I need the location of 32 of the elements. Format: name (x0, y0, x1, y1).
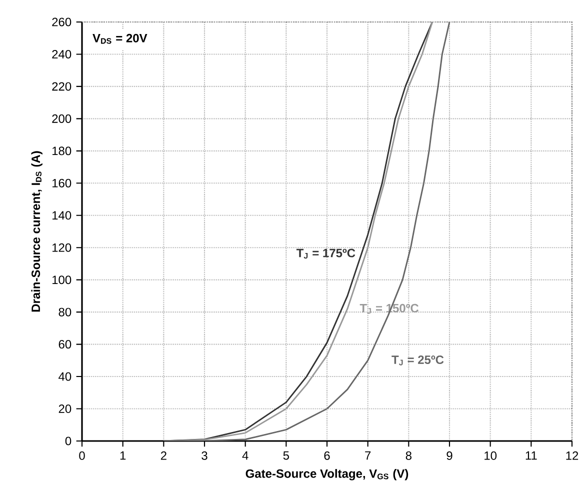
y-tick-label: 160 (52, 178, 72, 188)
y-axis-title: Drain-Source current, I$_{DS}$ (A) (31, 151, 42, 312)
y-tick-label: 0 (65, 436, 72, 446)
x-tick-label: 3 (202, 451, 208, 460)
y-tick-label: 180 (52, 146, 72, 156)
y-tick-label: 220 (52, 82, 72, 91)
y-tick-label: 260 (52, 18, 72, 26)
x-tick-label: 12 (566, 451, 578, 460)
y-tick-label: 200 (52, 114, 72, 123)
x-tick-label: 2 (160, 451, 166, 460)
x-tick-label: 9 (446, 451, 452, 460)
x-tick-label: 11 (526, 451, 537, 460)
y-tick-label: 60 (58, 340, 72, 349)
y-tick-label: 100 (52, 276, 72, 284)
x-tick-label: 1 (120, 451, 126, 460)
y-tick-label: 120 (52, 243, 72, 252)
x-tick-label: 4 (242, 451, 248, 460)
series-label: T$_{J}$ = 175ºC (296, 248, 356, 259)
annotation: V$_{DS}$ = 20V (92, 34, 148, 44)
y-tick-label: 40 (58, 372, 72, 381)
series-label: T$_{J}$ = 25ºC (392, 355, 444, 366)
x-tick-label: 6 (324, 451, 330, 460)
y-tick-label: 80 (58, 308, 72, 316)
y-tick-label: 240 (52, 50, 72, 58)
x-tick-label: 0 (79, 451, 85, 460)
y-tick-label: 20 (58, 404, 72, 414)
y-tick-label: 140 (52, 211, 72, 220)
x-tick-label: 5 (283, 451, 289, 460)
x-tick-label: 8 (406, 451, 412, 460)
x-tick-label: 10 (484, 451, 497, 460)
x-axis-title: Gate-Source Voltage, V$_{GS}$ (V) (246, 469, 408, 480)
x-tick-label: 7 (365, 451, 371, 460)
